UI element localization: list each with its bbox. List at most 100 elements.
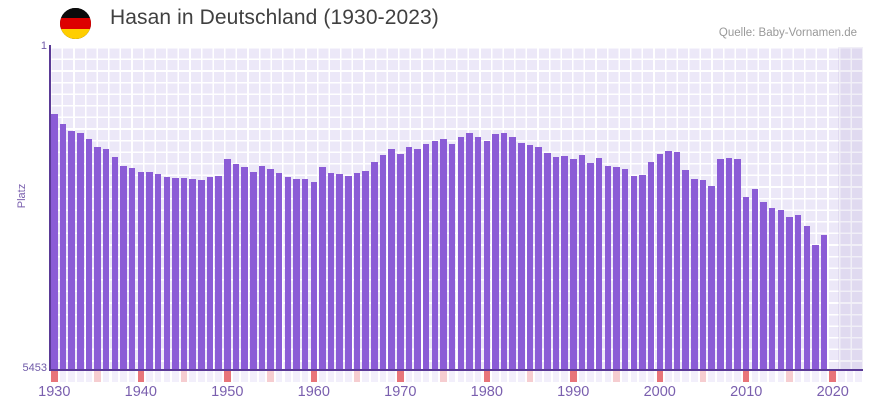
bar[interactable]: [665, 151, 672, 369]
bar[interactable]: [111, 157, 119, 369]
bar[interactable]: [267, 168, 274, 369]
bar[interactable]: [492, 133, 499, 369]
bar[interactable]: [691, 178, 698, 369]
bar[interactable]: [552, 157, 560, 369]
bar[interactable]: [518, 142, 525, 369]
x-tick-minor: [466, 371, 473, 382]
bar[interactable]: [85, 139, 93, 369]
x-tick-minor: [665, 371, 672, 382]
bar[interactable]: [768, 207, 776, 369]
bar[interactable]: [777, 209, 785, 369]
bar[interactable]: [725, 157, 733, 369]
bar[interactable]: [483, 141, 491, 369]
bar[interactable]: [803, 225, 811, 369]
bar[interactable]: [379, 155, 387, 369]
bar[interactable]: [578, 155, 586, 369]
bar[interactable]: [198, 179, 205, 369]
bar[interactable]: [345, 175, 352, 369]
bar[interactable]: [163, 176, 170, 369]
x-tick-minor: [760, 371, 767, 382]
bar[interactable]: [128, 168, 136, 369]
bar[interactable]: [51, 113, 58, 369]
bar[interactable]: [189, 178, 196, 369]
x-tick-minor: [440, 371, 447, 382]
bar[interactable]: [717, 159, 724, 369]
bar[interactable]: [137, 171, 145, 369]
bar[interactable]: [448, 143, 456, 369]
bar[interactable]: [440, 138, 447, 369]
bar[interactable]: [388, 148, 395, 369]
bar[interactable]: [474, 136, 482, 369]
bar[interactable]: [172, 178, 179, 369]
bar[interactable]: [656, 153, 663, 369]
bar[interactable]: [215, 175, 222, 369]
bar[interactable]: [405, 147, 413, 369]
bar[interactable]: [786, 217, 793, 369]
bar[interactable]: [154, 173, 162, 369]
bar[interactable]: [250, 171, 257, 369]
bar[interactable]: [431, 141, 439, 369]
bar[interactable]: [362, 170, 369, 369]
bar[interactable]: [587, 162, 594, 369]
bar[interactable]: [734, 159, 741, 369]
bar[interactable]: [180, 178, 188, 369]
bar[interactable]: [258, 165, 266, 369]
bar[interactable]: [414, 148, 421, 369]
x-tick-minor: [241, 371, 248, 382]
bar-series: [50, 47, 863, 369]
bar[interactable]: [336, 173, 343, 369]
bar[interactable]: [59, 123, 67, 369]
bar[interactable]: [526, 144, 534, 369]
x-axis-labels: 1930 1940 1950 1960 1970 1980 1990 2000 2010 2020: [0, 384, 873, 406]
bar[interactable]: [708, 185, 715, 369]
bar[interactable]: [284, 177, 292, 369]
bar[interactable]: [604, 166, 612, 369]
bar[interactable]: [812, 245, 819, 369]
bar[interactable]: [68, 131, 75, 369]
x-tick-minor: [751, 371, 759, 382]
bar[interactable]: [275, 172, 283, 369]
bar[interactable]: [77, 132, 84, 369]
bar[interactable]: [224, 158, 231, 369]
y-axis-label-bottom: 5453: [22, 362, 47, 374]
bar[interactable]: [500, 133, 508, 369]
bar[interactable]: [371, 162, 378, 369]
bar[interactable]: [621, 168, 629, 369]
x-tick-minor: [682, 371, 689, 382]
bar[interactable]: [742, 196, 750, 369]
bar[interactable]: [751, 188, 759, 369]
bar[interactable]: [353, 172, 361, 369]
bar[interactable]: [146, 172, 153, 369]
bar[interactable]: [544, 152, 551, 369]
bar[interactable]: [120, 165, 127, 369]
bar[interactable]: [206, 176, 214, 369]
bar[interactable]: [570, 159, 577, 369]
bar[interactable]: [232, 163, 240, 369]
bar[interactable]: [699, 180, 707, 369]
bar[interactable]: [682, 170, 689, 369]
bar[interactable]: [102, 148, 110, 369]
bar[interactable]: [327, 172, 335, 369]
bar[interactable]: [94, 147, 101, 369]
bar[interactable]: [509, 136, 516, 369]
bar[interactable]: [794, 214, 802, 369]
bar[interactable]: [647, 162, 655, 369]
bar[interactable]: [820, 235, 828, 369]
bar[interactable]: [422, 143, 430, 369]
bar[interactable]: [457, 136, 465, 369]
bar[interactable]: [613, 167, 620, 369]
bar[interactable]: [595, 157, 603, 369]
bar[interactable]: [639, 174, 646, 369]
bar[interactable]: [319, 166, 326, 369]
bar[interactable]: [673, 152, 681, 369]
bar[interactable]: [293, 178, 300, 369]
bar[interactable]: [301, 178, 309, 369]
bar[interactable]: [241, 167, 248, 369]
bar[interactable]: [760, 201, 767, 369]
bar[interactable]: [466, 133, 473, 369]
bar[interactable]: [630, 175, 638, 369]
bar[interactable]: [397, 154, 404, 369]
bar[interactable]: [310, 182, 318, 369]
bar[interactable]: [561, 156, 568, 369]
bar[interactable]: [535, 147, 542, 369]
